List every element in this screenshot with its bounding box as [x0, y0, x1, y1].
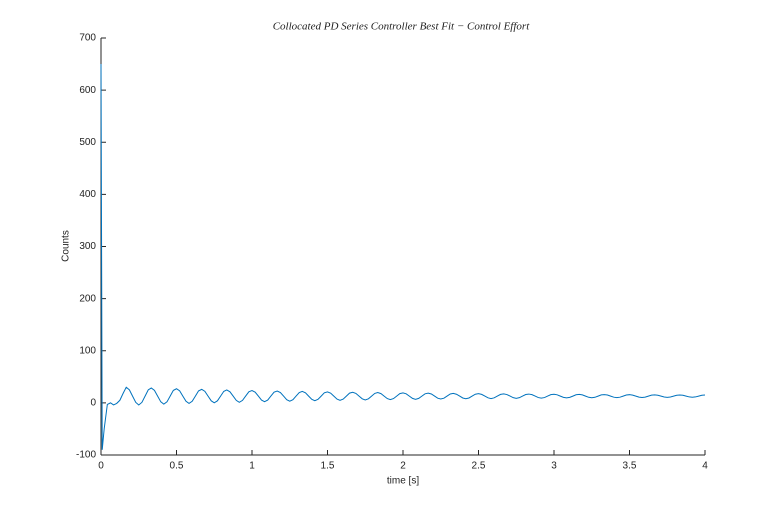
y-tick-label: 400 — [79, 189, 96, 200]
x-tick-label: 3.5 — [623, 461, 637, 472]
x-tick-label: 1 — [249, 461, 255, 472]
x-tick-label: 1.5 — [321, 461, 335, 472]
y-tick-label: 500 — [79, 137, 96, 148]
x-tick-label: 3 — [551, 461, 557, 472]
y-tick-label: 100 — [79, 345, 96, 356]
x-tick-label: 0.5 — [170, 461, 184, 472]
y-tick-label: 200 — [79, 293, 96, 304]
y-tick-label: 300 — [79, 241, 96, 252]
x-tick-label: 4 — [702, 461, 708, 472]
y-tick-label: -100 — [76, 450, 96, 461]
chart-title: Collocated PD Series Controller Best Fit… — [273, 21, 530, 33]
data-line — [100, 64, 706, 450]
x-tick-label: 0 — [98, 461, 104, 472]
y-tick-label: 0 — [90, 398, 96, 409]
y-tick-label: 600 — [79, 85, 96, 96]
x-axis-label: time [s] — [387, 476, 419, 487]
y-tick-label: 700 — [79, 33, 96, 44]
x-tick-label: 2.5 — [472, 461, 486, 472]
y-axis-label: Counts — [61, 230, 72, 262]
x-tick-label: 2 — [400, 461, 406, 472]
